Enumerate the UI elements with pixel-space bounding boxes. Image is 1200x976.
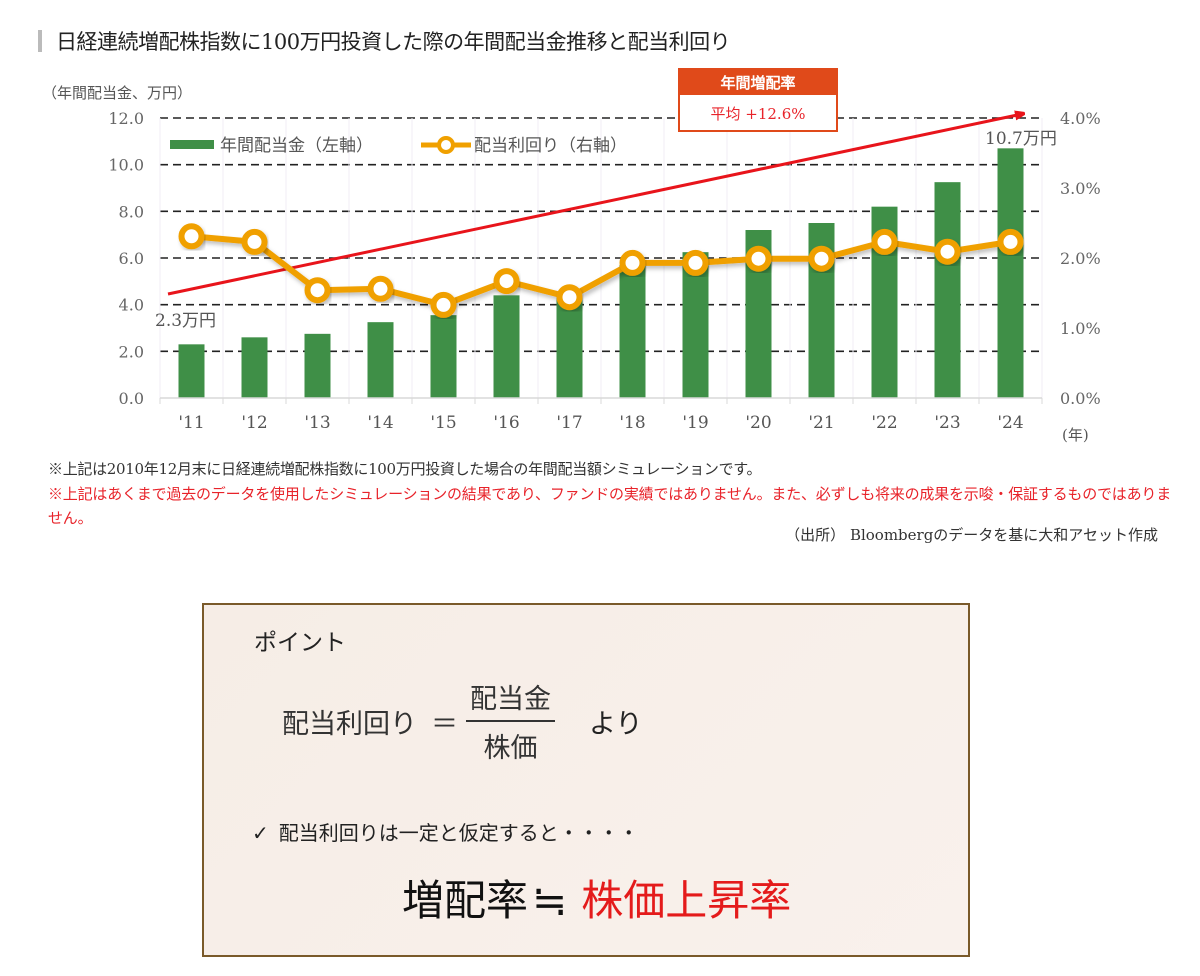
callout-value: 平均 +12.6%: [711, 105, 806, 123]
yield-point: [430, 291, 457, 318]
left-axis-tick: 6.0: [119, 249, 144, 268]
yield-formula: 配当利回り ＝ 配当金 株価 より: [282, 677, 642, 765]
right-axis-tick: 2.0%: [1060, 249, 1101, 268]
right-axis-tick: 3.0%: [1060, 179, 1101, 198]
yield-point: [367, 275, 394, 302]
conclusion: 増配率≒ 株価上昇率: [402, 867, 791, 928]
dividend-bar: [556, 297, 583, 398]
yield-point: [682, 249, 709, 276]
chart-legend: 年間配当金（左軸） 配当利回り（右軸）: [170, 136, 627, 156]
yield-line: [178, 223, 1024, 318]
left-axis-title: （年間配当金、万円）: [42, 84, 192, 102]
callout-title: 年間増配率: [720, 74, 795, 92]
title-accent-bar: [38, 30, 42, 52]
chart-annotations: 2.3万円 10.7万円: [155, 129, 1057, 331]
yield-point: [808, 245, 835, 272]
left-axis-tick: 2.0: [119, 342, 144, 361]
assumption-line: ✓ 配当利回りは一定と仮定すると・・・・: [252, 817, 639, 846]
chart-vertical-grid: [159, 118, 1043, 398]
x-axis-tick: '18: [619, 413, 645, 433]
chart-axes: 0.0 2.0 4.0 6.0 8.0 10.0 12.0 0.0% 1.0% 2.0% 3.0% 4…: [42, 84, 1101, 444]
x-axis-tick: '15: [430, 413, 456, 433]
yield-point: [241, 228, 268, 255]
yield-point: [745, 245, 772, 272]
x-axis-tick: '19: [682, 413, 708, 433]
x-axis-tick: '21: [808, 413, 834, 433]
yield-point: [619, 249, 646, 276]
legend-dividend: 年間配当金（左軸）: [220, 136, 373, 156]
source-credit: （出所） Bloombergのデータを基に大和アセット作成: [785, 526, 1158, 544]
yield-point: [556, 284, 583, 311]
checkmark-icon: ✓: [252, 821, 269, 845]
approx-equal-icon: ≒: [532, 876, 568, 925]
dividend-bar: [619, 265, 646, 398]
formula-fraction: 配当金 株価: [466, 677, 555, 765]
x-axis-tick: '11: [178, 413, 204, 433]
yield-point: [934, 238, 961, 265]
point-title: ポイント: [254, 630, 346, 656]
dividend-bar: [367, 322, 394, 398]
footnote-disclaimer: ※上記はあくまで過去のデータを使用したシミュレーションの結果であり、ファンドの実…: [48, 485, 1172, 527]
x-axis-tick: '17: [556, 413, 582, 433]
page-title-block: 日経連続増配株指数に100万円投資した際の年間配当金推移と配当利回り: [38, 26, 731, 56]
left-axis-tick: 0.0: [119, 389, 144, 408]
dividend-bar: [997, 148, 1024, 398]
yield-point: [178, 223, 205, 250]
formula-numerator: 配当金: [466, 677, 555, 722]
right-axis-tick: 4.0%: [1060, 109, 1101, 128]
left-axis-tick: 12.0: [108, 109, 144, 128]
x-axis-tick: '13: [304, 413, 330, 433]
x-axis-tick: '14: [367, 413, 393, 433]
x-axis-unit: (年): [1062, 426, 1089, 444]
page-title: 日経連続増配株指数に100万円投資した際の年間配当金推移と配当利回り: [56, 30, 731, 54]
x-axis-tick: '20: [745, 413, 771, 433]
legend-yield: 配当利回り（右軸）: [474, 136, 627, 156]
x-axis-tick: '24: [997, 413, 1023, 433]
first-bar-label: 2.3万円: [155, 311, 216, 331]
yield-point: [871, 228, 898, 255]
x-axis-tick: '23: [934, 413, 960, 433]
conclusion-rhs: 株価上昇率: [581, 876, 792, 925]
dividend-bar: [178, 344, 205, 398]
left-axis-tick: 8.0: [119, 202, 144, 221]
yield-point: [304, 277, 331, 304]
left-axis-tick: 4.0: [119, 296, 144, 315]
formula-equals: ＝: [431, 708, 458, 740]
x-axis-tick: '22: [871, 413, 897, 433]
formula-suffix: より: [589, 708, 643, 740]
trend-arrow: [167, 114, 1022, 296]
right-axis-tick: 0.0%: [1060, 389, 1101, 408]
x-axis-tick: '16: [493, 413, 519, 433]
dividend-bar: [241, 337, 268, 398]
dividend-chart: 0.0 2.0 4.0 6.0 8.0 10.0 12.0 0.0% 1.0% 2.0% 3.0% 4…: [42, 68, 1101, 444]
dividend-bar: [934, 182, 961, 398]
dividend-bar: [493, 295, 520, 398]
right-axis-tick: 1.0%: [1060, 319, 1101, 338]
assumption-text: 配当利回りは一定と仮定すると・・・・: [278, 821, 639, 845]
last-bar-label: 10.7万円: [985, 129, 1057, 149]
x-axis-tick: '12: [241, 413, 267, 433]
formula-lhs: 配当利回り: [282, 708, 417, 740]
left-axis-tick: 10.0: [108, 156, 144, 175]
point-box: ポイント 配当利回り ＝ 配当金 株価 より ✓ 配当利回りは一定と仮定すると・・…: [202, 603, 970, 957]
dividend-bar: [304, 333, 331, 398]
formula-denominator: 株価: [483, 733, 538, 764]
conclusion-lhs: 増配率: [402, 876, 529, 925]
dividend-bar: [430, 315, 457, 398]
yield-point: [997, 228, 1024, 255]
footnote-simulation: ※上記は2010年12月末に日経連続増配株指数に100万円投資した場合の年間配当…: [48, 460, 762, 478]
dividend-bar: [682, 252, 709, 398]
yield-point: [493, 268, 520, 295]
